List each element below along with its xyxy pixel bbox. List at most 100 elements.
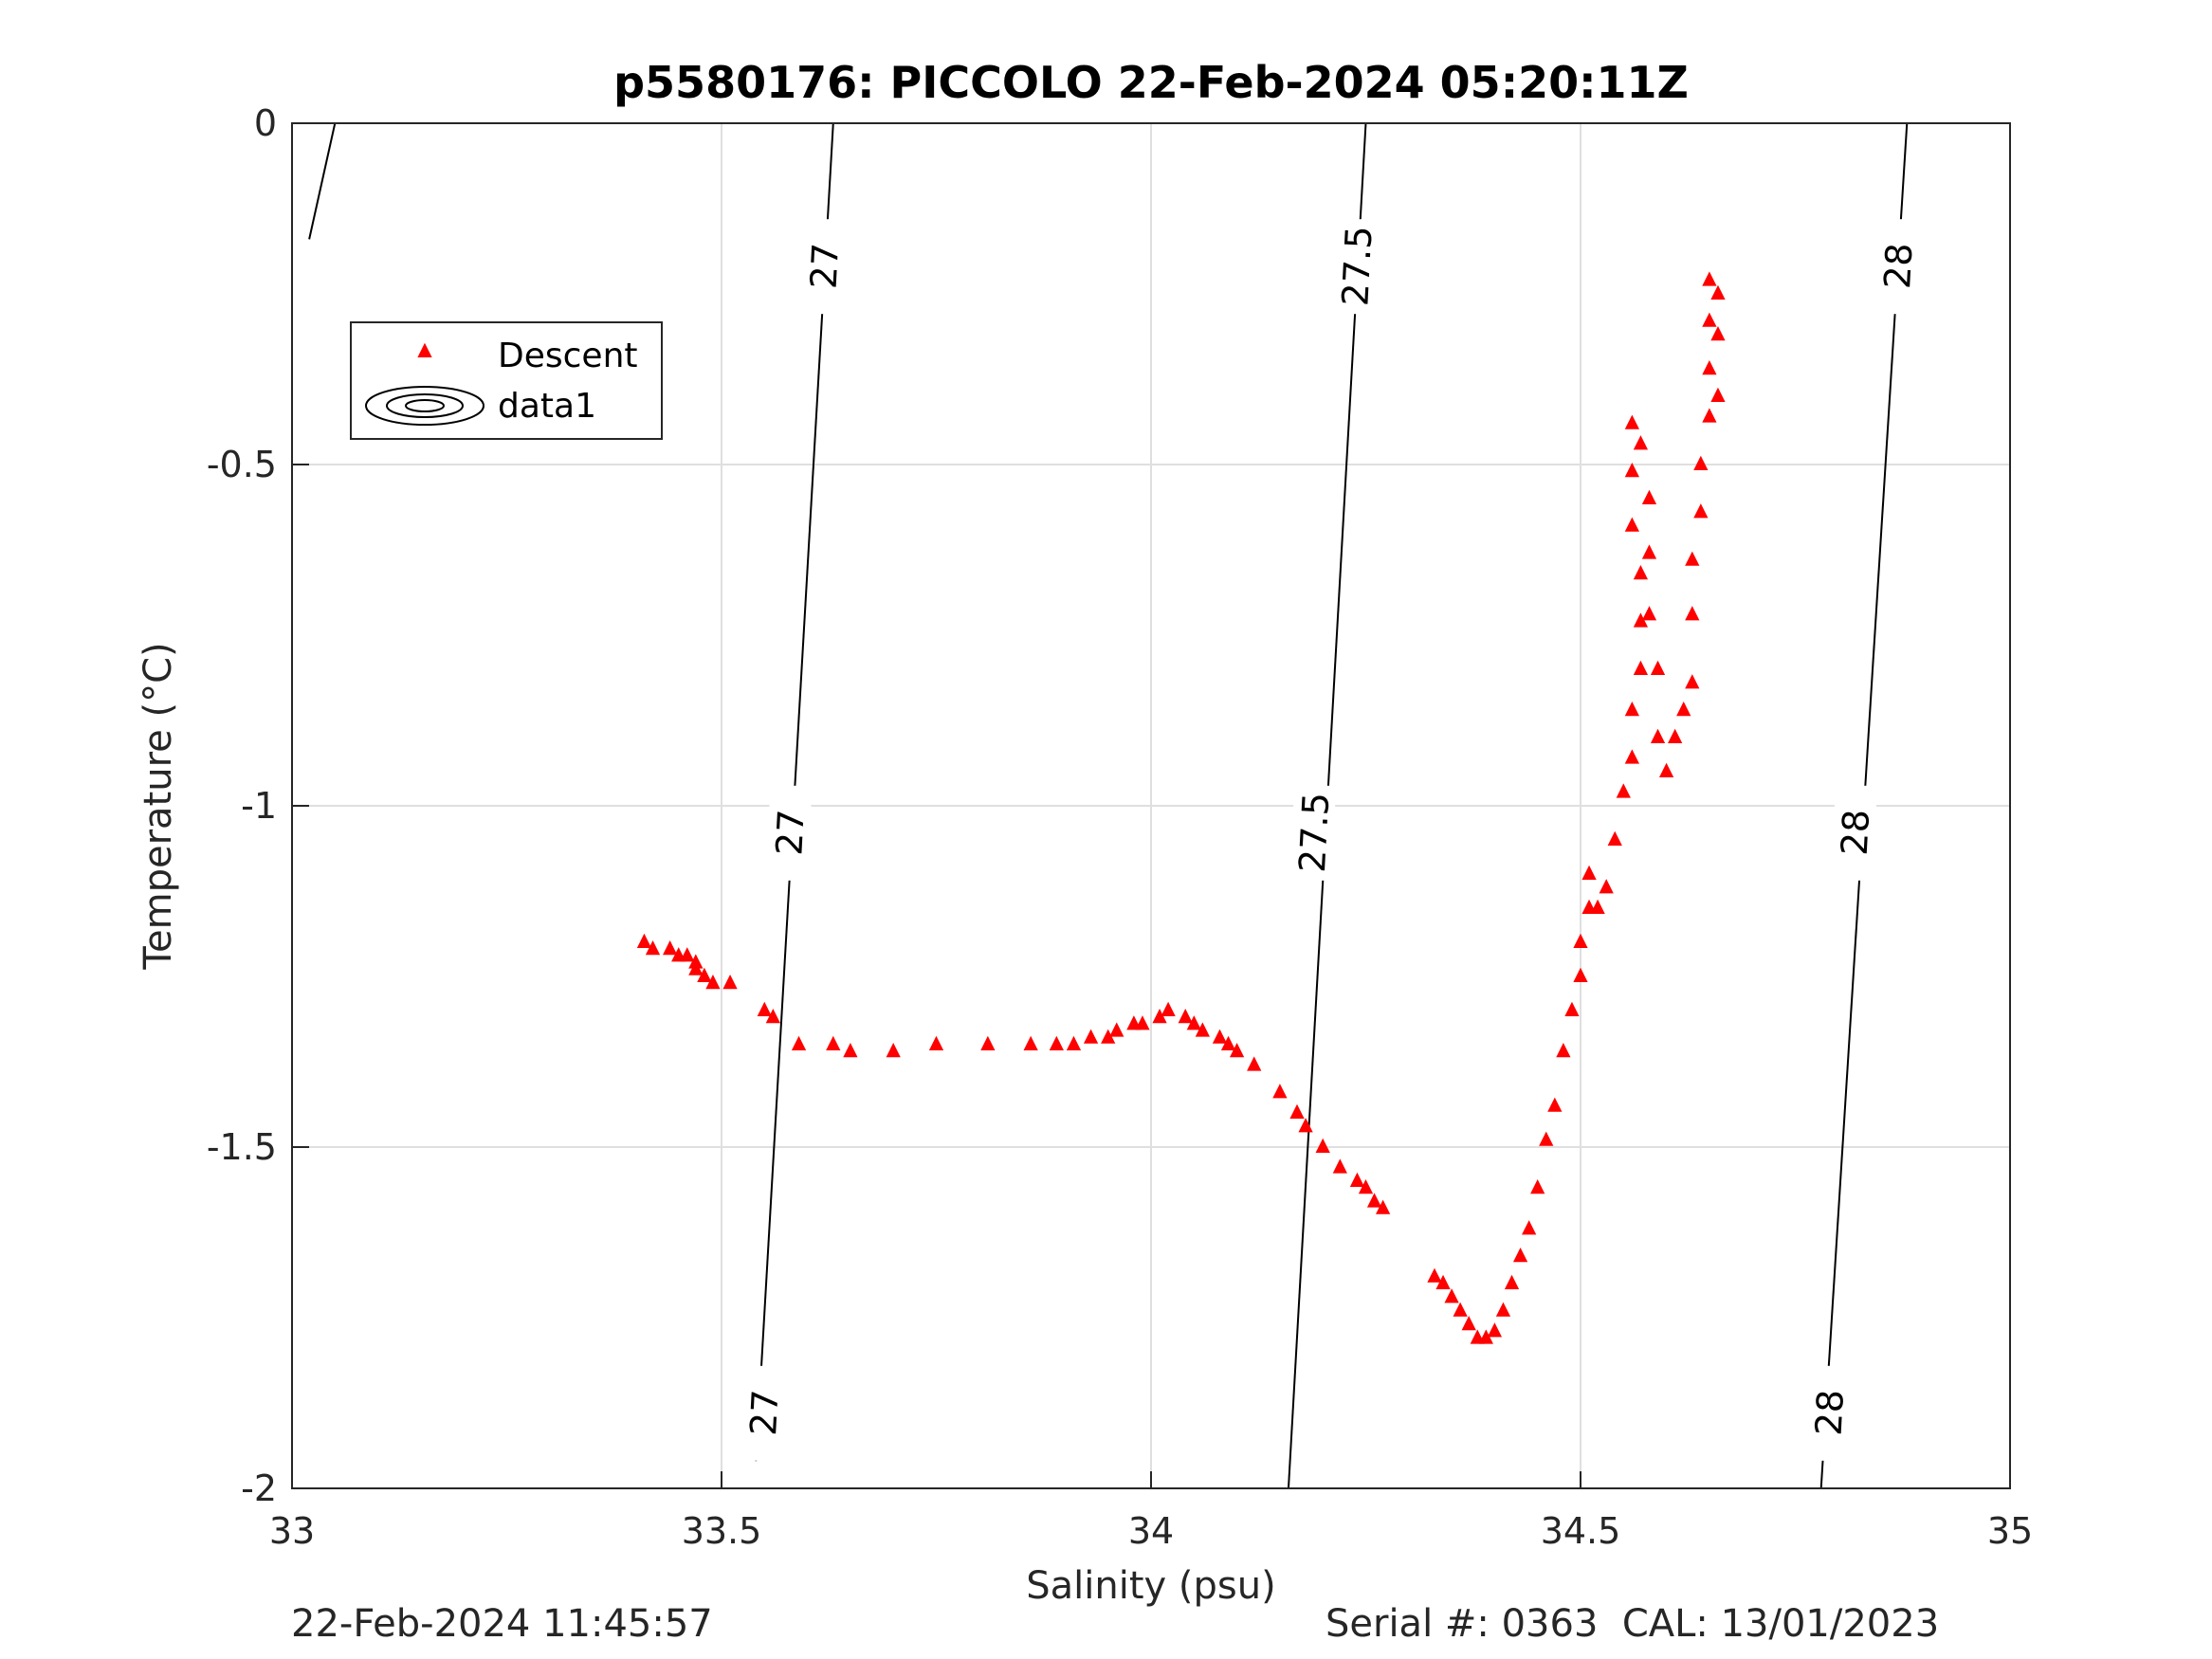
- descent-point: [1504, 1274, 1520, 1289]
- contour-label: 27.5: [1334, 225, 1380, 307]
- y-tick-label: -1.5: [207, 1126, 277, 1168]
- y-tick-label: -0.5: [207, 444, 277, 485]
- descent-point: [1590, 899, 1605, 914]
- legend-label-descent: Descent: [498, 337, 638, 375]
- contour-label-background: [1336, 219, 1379, 315]
- descent-point: [1470, 1329, 1485, 1344]
- descent-point: [1289, 1103, 1305, 1119]
- descent-point: [1495, 1302, 1511, 1317]
- descent-point: [1702, 408, 1717, 423]
- descent-point: [1049, 1035, 1064, 1050]
- descent-point: [1641, 606, 1657, 621]
- descent-point: [722, 974, 738, 990]
- descent-point: [1624, 414, 1639, 429]
- descent-point: [1633, 435, 1649, 450]
- descent-point: [688, 960, 704, 975]
- legend-box: [350, 321, 663, 440]
- descent-point: [1710, 325, 1726, 341]
- y-tick-label: -1: [241, 785, 277, 827]
- descent-point: [1066, 1035, 1082, 1050]
- descent-point: [1358, 1178, 1374, 1194]
- descent-point: [1693, 455, 1709, 470]
- descent-point: [1616, 783, 1631, 798]
- descent-point: [1624, 749, 1639, 764]
- descent-point: [1624, 462, 1639, 478]
- descent-point: [1650, 660, 1666, 675]
- descent-point: [1573, 933, 1588, 948]
- y-tick-label: 0: [254, 102, 277, 144]
- contour-label: 28: [1808, 1389, 1852, 1437]
- descent-point: [1332, 1158, 1347, 1174]
- descent-point: [826, 1035, 841, 1050]
- descent-point: [980, 1035, 996, 1050]
- contour-label-background: [769, 785, 812, 881]
- descent-point: [1668, 728, 1683, 743]
- descent-point: [1685, 551, 1700, 566]
- descent-point: [1539, 1131, 1554, 1146]
- descent-point: [1573, 967, 1588, 982]
- descent-point: [1376, 1199, 1391, 1214]
- descent-point: [663, 939, 678, 956]
- descent-point: [1685, 606, 1700, 621]
- descent-point: [765, 1008, 780, 1024]
- grid: [292, 123, 2010, 1488]
- descent-point: [1195, 1022, 1210, 1037]
- descent-point: [1512, 1247, 1528, 1263]
- descent-point: [1349, 1172, 1365, 1187]
- descent-point: [1435, 1274, 1451, 1289]
- descent-point: [671, 947, 686, 962]
- descent-point: [1633, 612, 1649, 628]
- descent-point: [1530, 1178, 1545, 1194]
- descent-point: [1710, 387, 1726, 402]
- contour-label: 27: [768, 809, 812, 857]
- descent-point: [1702, 312, 1717, 327]
- descent-point: [1101, 1029, 1116, 1044]
- contour-label-background: [1877, 219, 1920, 315]
- x-axis-label: Salinity (psu): [1026, 1564, 1275, 1608]
- descent-point: [1478, 1329, 1493, 1344]
- legend-contour-marker: [365, 386, 484, 426]
- descent-point: [1702, 271, 1717, 286]
- x-tick-label: 35: [1987, 1510, 2033, 1552]
- descent-point: [645, 939, 661, 956]
- descent-point: [1624, 701, 1639, 717]
- legend-triangle-marker: [417, 342, 432, 357]
- descent-point: [1178, 1008, 1193, 1024]
- descent-point: [1272, 1084, 1288, 1099]
- descent-point: [1633, 564, 1649, 580]
- descent-point: [1658, 762, 1674, 777]
- descent-point: [1710, 284, 1726, 300]
- descent-point: [1547, 1097, 1563, 1112]
- descent-point: [1126, 1015, 1142, 1030]
- descent-point: [1444, 1288, 1459, 1304]
- descent-point: [791, 1035, 807, 1050]
- contour-label-background: [743, 1365, 786, 1461]
- descent-point: [1186, 1015, 1201, 1030]
- descent-point: [1676, 701, 1691, 717]
- x-tick-label: 34.5: [1541, 1510, 1621, 1552]
- contour-label-background: [1808, 1365, 1851, 1461]
- y-axis-label: Temperature (°C): [137, 642, 180, 970]
- contour-label: 28: [1876, 242, 1920, 290]
- legend: Descent data1: [350, 321, 663, 440]
- descent-point: [1556, 1042, 1571, 1058]
- descent-point: [705, 974, 721, 990]
- descent-point: [1453, 1302, 1468, 1317]
- descent-point: [697, 967, 712, 982]
- contour-line-stub: [308, 122, 337, 240]
- descent-point: [1212, 1029, 1228, 1044]
- contour-label: 27: [742, 1389, 786, 1437]
- descent-point: [1607, 830, 1622, 846]
- y-tick-label: -2: [241, 1468, 277, 1509]
- descent-point: [886, 1042, 901, 1058]
- descent-point: [1581, 865, 1597, 880]
- contour-label: 27.5: [1291, 792, 1337, 874]
- descent-point: [1109, 1022, 1124, 1037]
- axis-ticks: 33 33.5 34 34.5 35 0 -0.5 -1 -1.5 -2: [207, 102, 2033, 1552]
- x-tick-label: 33: [269, 1510, 315, 1552]
- descent-point: [1693, 503, 1709, 519]
- descent-point: [636, 933, 652, 948]
- descent-point: [1685, 674, 1700, 689]
- descent-point: [1564, 1001, 1580, 1016]
- descent-point: [1135, 1015, 1150, 1030]
